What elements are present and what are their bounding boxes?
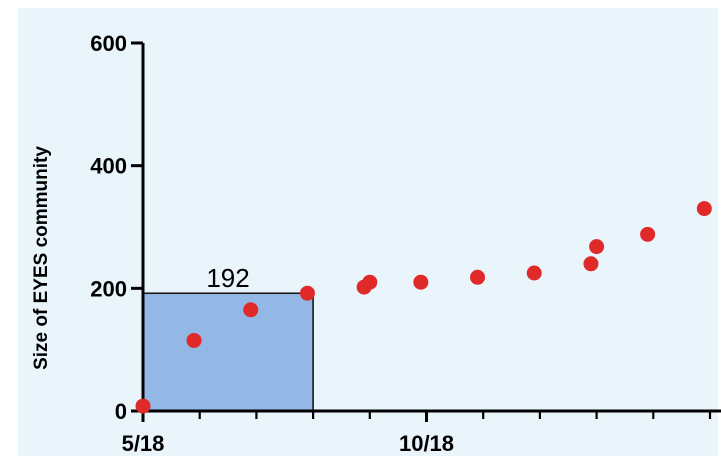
data-point [362, 275, 377, 290]
bar-value-label: 192 [206, 263, 249, 293]
x-tick-label: 5/18 [122, 431, 165, 456]
y-tick-label: 600 [90, 31, 127, 56]
data-point [640, 227, 655, 242]
x-tick-label: 10/18 [399, 431, 454, 456]
data-point [697, 201, 712, 216]
chart-background [18, 8, 718, 456]
y-tick-label: 200 [90, 276, 127, 301]
bar [143, 293, 313, 411]
data-point [136, 399, 151, 414]
data-point [589, 239, 604, 254]
data-point [243, 302, 258, 317]
data-point [413, 275, 428, 290]
y-axis-title: Size of EYES community [31, 146, 52, 370]
data-point [527, 266, 542, 281]
data-point [187, 333, 202, 348]
y-tick-label: 0 [115, 399, 127, 424]
data-point [300, 286, 315, 301]
data-point [583, 256, 598, 271]
y-tick-label: 400 [90, 154, 127, 179]
data-point [470, 270, 485, 285]
